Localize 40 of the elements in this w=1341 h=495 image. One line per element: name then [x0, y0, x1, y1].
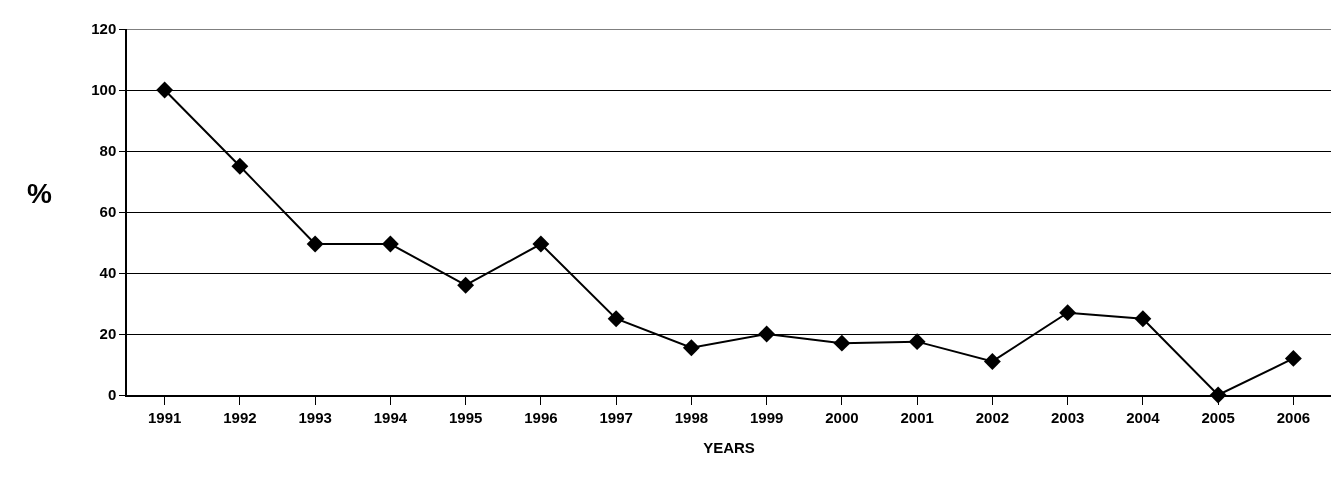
- x-tick-label: 1997: [599, 408, 633, 426]
- y-tick-label: 20: [99, 325, 117, 343]
- point: [1134, 310, 1152, 328]
- x-tick-label: 2001: [900, 408, 934, 426]
- y-axis-title: %: [27, 178, 52, 209]
- point: [156, 81, 174, 99]
- x-tick-label: 2003: [1050, 408, 1085, 426]
- x-tick-label: 1992: [223, 408, 257, 426]
- point: [457, 276, 475, 294]
- y-tick-label: 60: [99, 203, 117, 221]
- point: [231, 157, 249, 175]
- y-tick-label: 120: [91, 20, 117, 38]
- y-tick-label: 100: [91, 81, 117, 99]
- y-tick-label: 80: [99, 142, 117, 160]
- x-tick-label: 1996: [524, 408, 558, 426]
- point: [1284, 349, 1302, 367]
- point: [758, 325, 776, 343]
- x-tick-label: 2002: [975, 408, 1010, 426]
- point: [833, 334, 851, 352]
- x-tick-label: 1998: [674, 408, 709, 426]
- x-tick-label: 2005: [1201, 408, 1235, 426]
- x-tick-label: 2004: [1126, 408, 1161, 426]
- x-tick-label: 1999: [749, 408, 784, 426]
- x-tick-label: 1993: [298, 408, 332, 426]
- point: [532, 235, 550, 253]
- point: [381, 235, 399, 253]
- x-tick-label: 1994: [373, 408, 408, 426]
- point: [306, 235, 324, 253]
- point: [682, 339, 700, 357]
- point: [908, 333, 926, 351]
- x-axis-title: YEARS: [703, 439, 755, 457]
- x-tick-label: 2000: [825, 408, 859, 426]
- point: [607, 310, 625, 328]
- y-tick-label: 0: [107, 386, 117, 404]
- point: [983, 353, 1001, 370]
- x-tick-label: 1995: [448, 408, 483, 426]
- x-tick-label: 2006: [1276, 408, 1311, 426]
- y-tick-label: 40: [99, 264, 117, 282]
- x-tick-label: 1991: [147, 408, 182, 426]
- point: [1059, 304, 1077, 322]
